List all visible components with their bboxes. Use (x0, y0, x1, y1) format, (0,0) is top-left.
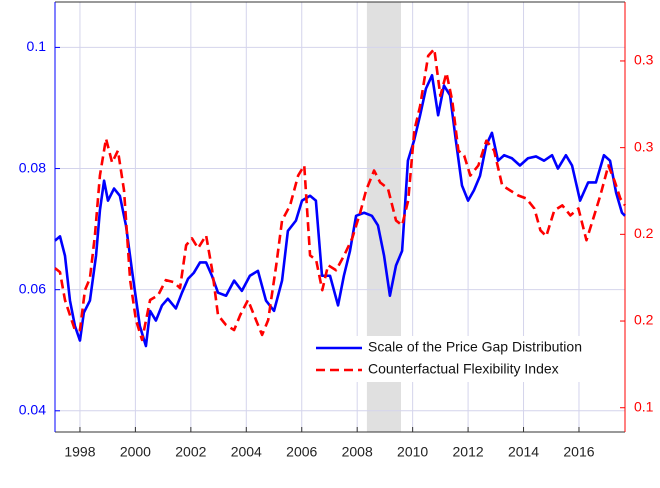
x-tick-label: 2016 (563, 444, 594, 460)
y2-tick-label: 0.2 (634, 225, 654, 241)
x-tick-label: 2008 (342, 444, 373, 460)
legend-box (310, 336, 615, 382)
series-line (54, 73, 626, 348)
legend-label: Counterfactual Flexibility Index (368, 361, 559, 377)
x-tick-label: 2006 (286, 444, 317, 460)
x-tick-label: 2014 (508, 444, 539, 460)
y-tick-label: 0.04 (19, 402, 46, 418)
y-tick-label: 0.1 (27, 38, 47, 54)
x-tick-label: 2010 (397, 444, 428, 460)
x-tick-label: 2012 (453, 444, 484, 460)
x-tick-label: 2002 (175, 444, 206, 460)
x-tick-label: 2000 (120, 444, 151, 460)
y2-tick-label: 0.3 (634, 138, 654, 154)
y-tick-label: 0.08 (19, 159, 46, 175)
y2-tick-label: 0.1 (634, 398, 654, 414)
x-tick-label: 2004 (231, 444, 262, 460)
y2-tick-label: 0.3 (634, 52, 654, 68)
legend-label: Scale of the Price Gap Distribution (368, 339, 582, 355)
y-tick-label: 0.06 (19, 280, 46, 296)
y2-tick-label: 0.2 (634, 312, 654, 328)
series-line (54, 47, 627, 342)
x-tick-label: 1998 (64, 444, 95, 460)
